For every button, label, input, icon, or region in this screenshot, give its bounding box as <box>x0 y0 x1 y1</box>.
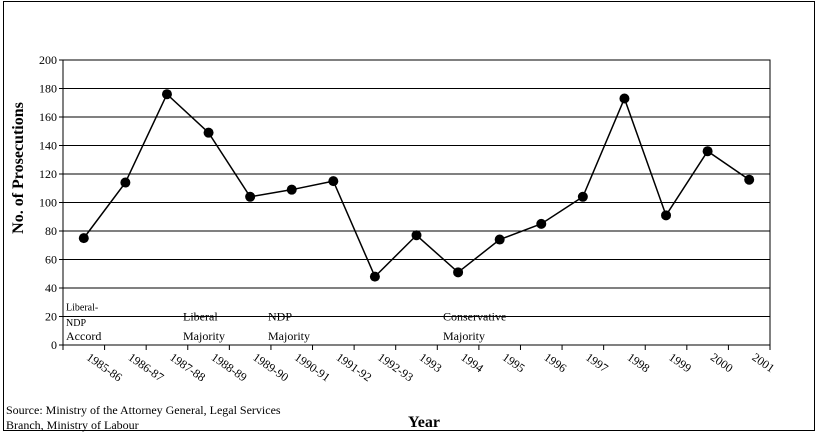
x-tick-label: 1996 <box>542 350 570 375</box>
y-axis-title: No. of Prosecutions <box>10 102 27 234</box>
data-point <box>78 233 89 244</box>
source-note: Source: Ministry of the Attorney General… <box>6 403 281 417</box>
series-line <box>83 92 750 278</box>
data-point <box>286 184 297 195</box>
x-tick-label: 1990-91 <box>292 350 333 384</box>
data-point <box>328 176 339 187</box>
gridlines <box>63 88 770 317</box>
annotation-label: Liberal <box>183 310 218 324</box>
data-point <box>702 146 713 157</box>
x-tick-label: 1998 <box>625 350 653 375</box>
annotation-label: NDP <box>268 310 292 324</box>
x-tick-label: 1997 <box>583 350 611 375</box>
x-tick-label: 1987-88 <box>167 350 208 384</box>
y-tick-label: 100 <box>39 196 57 210</box>
y-tick-label: 60 <box>45 253 57 267</box>
x-tick-label: 1986-87 <box>126 350 167 384</box>
chart-frame <box>3 1 815 431</box>
y-tick-label: 140 <box>39 139 57 153</box>
annotation-label: Majority <box>183 329 225 343</box>
annotations: Liberal-NDPAccordLiberalMajorityNDPMajor… <box>66 303 506 344</box>
data-point <box>661 210 672 221</box>
data-point <box>411 230 422 241</box>
data-point <box>744 174 755 185</box>
x-tick-label: 1988-89 <box>209 350 250 384</box>
x-tick-label: 1994 <box>458 350 486 375</box>
x-tick-label: 1991-92 <box>334 350 375 384</box>
y-tick-label: 200 <box>39 53 57 67</box>
data-point <box>577 191 588 202</box>
x-tick-label: 1993 <box>417 350 445 375</box>
x-tick-label: 1995 <box>500 350 528 375</box>
annotation-label: Accord <box>66 329 101 343</box>
data-point <box>619 93 630 104</box>
data-point <box>203 127 214 138</box>
annotation-label: Liberal- <box>66 303 98 314</box>
x-tick-label: 2001 <box>749 350 777 375</box>
y-tick-label: 180 <box>39 82 57 96</box>
x-tick-label: 1989-90 <box>250 350 291 384</box>
annotation-label: Conservative <box>443 310 506 324</box>
annotation-label: Majority <box>443 329 485 343</box>
x-tick-label: 1985-86 <box>84 350 125 384</box>
x-axis: 1985-86 1986-87 1987-88 1988-89 1989-90 1990-… <box>62 345 777 384</box>
y-tick-label: 40 <box>45 281 57 295</box>
data-point <box>494 234 505 245</box>
data-point <box>120 177 131 188</box>
x-tick-label: 1999 <box>666 350 694 375</box>
data-point <box>161 89 172 100</box>
annotation-label: Majority <box>268 329 310 343</box>
data-point <box>536 218 547 229</box>
source-note-continued: Branch, Ministry of Labour <box>6 418 139 432</box>
x-axis-title: Year <box>408 414 440 431</box>
y-tick-label: 160 <box>39 110 57 124</box>
data-points <box>78 89 755 282</box>
y-axis: 0 20 40 60 80 100 120 140 160 180 200 <box>39 53 63 352</box>
x-tick-label: 1992-93 <box>375 350 416 384</box>
annotation-label: NDP <box>66 318 86 329</box>
y-tick-label: 120 <box>39 167 57 181</box>
data-point <box>369 271 380 282</box>
data-point <box>245 191 256 202</box>
y-tick-label: 80 <box>45 224 57 238</box>
y-tick-label: 20 <box>45 310 57 324</box>
data-point <box>453 267 464 278</box>
y-tick-label: 0 <box>51 338 57 352</box>
x-tick-label: 2000 <box>708 350 736 375</box>
